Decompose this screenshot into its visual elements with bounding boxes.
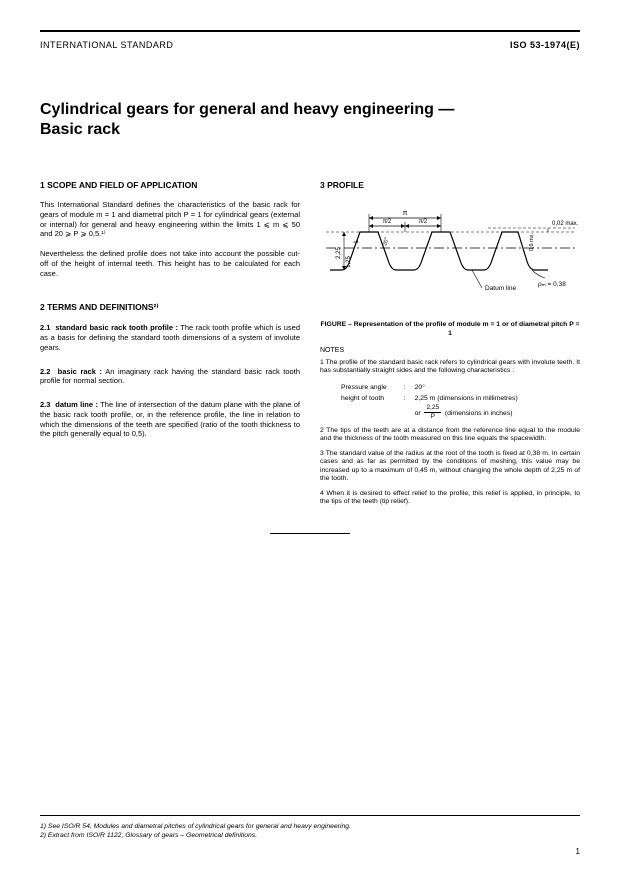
profile-figure: π π⁄2 π⁄2 0,02 max. xyxy=(320,200,580,315)
footnotes: 1) See ISO/R 54, Modules and diametral p… xyxy=(40,815,580,841)
document-title: Cylindrical gears for general and heavy … xyxy=(40,100,580,140)
note-2: 2 The tips of the teeth are at a distanc… xyxy=(320,427,580,444)
svg-text:π: π xyxy=(403,210,408,217)
svg-text:Datum line: Datum line xyxy=(485,285,516,292)
figure-caption: FIGURE – Representation of the profile o… xyxy=(320,321,580,339)
header-left: INTERNATIONAL STANDARD xyxy=(40,40,173,50)
svg-text:π⁄2: π⁄2 xyxy=(419,219,428,225)
svg-text:ρₘ = 0,38: ρₘ = 0,38 xyxy=(538,281,566,288)
term-2-3: 2.3 datum line : The line of intersectio… xyxy=(40,400,300,439)
svg-text:1,25: 1,25 xyxy=(346,256,352,268)
svg-text:π⁄2: π⁄2 xyxy=(383,219,392,225)
term-2-1: 2.1 standard basic rack tooth profile : … xyxy=(40,323,300,352)
page-number: 1 xyxy=(40,847,580,856)
term-2-2: 2.2 basic rack : An imaginary rack havin… xyxy=(40,367,300,387)
notes-heading: NOTES xyxy=(320,347,580,354)
note-3: 3 The standard value of the radius at th… xyxy=(320,450,580,484)
section-3-heading: 3 PROFILE xyxy=(320,180,580,190)
svg-text:0,6 mx.: 0,6 mx. xyxy=(529,233,535,252)
svg-text:20°: 20° xyxy=(382,237,390,247)
svg-text:0,02 max.: 0,02 max. xyxy=(552,221,579,227)
footnote-2: 2) Extract from ISO/R 1122, Glossary of … xyxy=(40,831,580,841)
section-1-para-1: This International Standard defines the … xyxy=(40,200,300,239)
note-1: 1 The profile of the standard basic rack… xyxy=(320,359,580,376)
section-2-heading: 2 TERMS AND DEFINITIONS²⁾ xyxy=(40,302,300,313)
note-1-chars: Pressure angle : 20° height of tooth : 2… xyxy=(340,382,580,422)
section-divider xyxy=(270,533,350,534)
section-1-heading: 1 SCOPE AND FIELD OF APPLICATION xyxy=(40,180,300,190)
footnote-1: 1) See ISO/R 54, Modules and diametral p… xyxy=(40,822,580,832)
note-4: 4 When it is desired to effect relief to… xyxy=(320,490,580,507)
header-right: ISO 53-1974(E) xyxy=(510,40,580,50)
section-1-para-2: Nevertheless the defined profile does no… xyxy=(40,249,300,278)
svg-text:2,25: 2,25 xyxy=(336,247,342,259)
